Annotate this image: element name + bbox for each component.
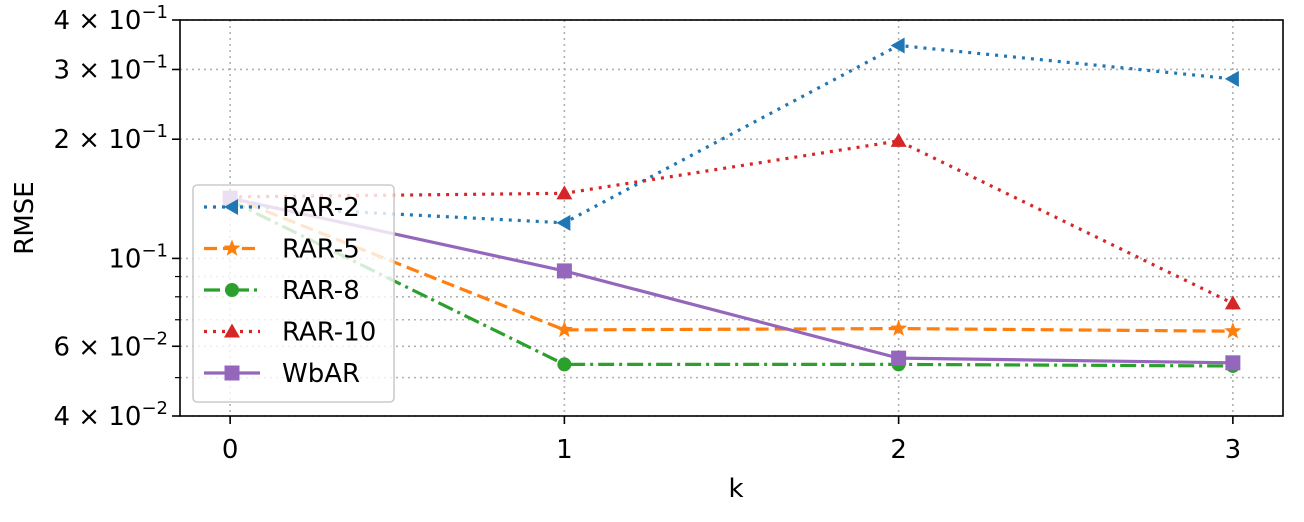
series-line: [229, 195, 1233, 333]
data-point: [1224, 322, 1242, 339]
legend-marker: [225, 283, 239, 297]
legend: RAR-2 RAR-5 RAR-8 RAR-10 WbAR: [192, 184, 395, 403]
series-line: [229, 199, 1233, 368]
legend-label: RAR-2: [282, 193, 360, 223]
x-axis-label: k: [728, 474, 743, 504]
data-point: [891, 350, 907, 366]
data-point: [557, 357, 572, 372]
data-point: [556, 185, 573, 200]
y-tick-label: 3 × 10−1: [54, 51, 169, 85]
legend-marker: [224, 365, 240, 381]
data-point: [890, 132, 907, 147]
legend-label: RAR-5: [282, 235, 360, 265]
x-tick-label: 2: [890, 435, 907, 465]
x-tick-label: 0: [222, 435, 239, 465]
data-point: [1224, 295, 1241, 310]
legend-item-rar-2: RAR-2: [204, 193, 360, 223]
legend-label: RAR-8: [282, 276, 360, 306]
data-point: [1225, 355, 1241, 371]
legend-item-rar-5: RAR-5: [204, 235, 360, 265]
x-tick-label: 3: [1225, 435, 1242, 465]
data-point: [556, 263, 572, 279]
data-point: [890, 319, 908, 336]
legend-box: [192, 184, 395, 403]
data-point: [556, 214, 571, 231]
legend-item-wbar: WbAR: [204, 359, 360, 389]
x-tick-label: 1: [556, 435, 573, 465]
legend-item-rar-8: RAR-8: [204, 276, 360, 306]
legend-item-rar-10: RAR-10: [204, 318, 376, 348]
series-line: [229, 196, 1233, 365]
legend-marker: [224, 323, 240, 338]
legend-marker: [223, 239, 241, 256]
legend-label: WbAR: [282, 359, 360, 389]
axis-ticks: 0 1 2 3 4 × 10−2 6 × 10−2 10−1 2 × 10−1 3 × 10−1…: [54, 2, 1242, 465]
data-point: [1224, 70, 1239, 87]
plot-frame: [179, 19, 1284, 417]
legend-label: RAR-10: [282, 318, 376, 348]
y-axis-label: RMSE: [10, 181, 40, 254]
y-tick-label: 4 × 10−1: [54, 2, 169, 36]
legend-marker: [224, 199, 238, 215]
y-tick-label: 4 × 10−2: [54, 398, 169, 432]
data-point: [890, 37, 905, 54]
series-line: [230, 43, 1234, 225]
y-tick-label: 10−1: [108, 240, 168, 274]
data-point: [555, 320, 573, 338]
y-tick-label: 2 × 10−1: [54, 121, 169, 155]
y-tick-label: 6 × 10−2: [54, 328, 169, 362]
